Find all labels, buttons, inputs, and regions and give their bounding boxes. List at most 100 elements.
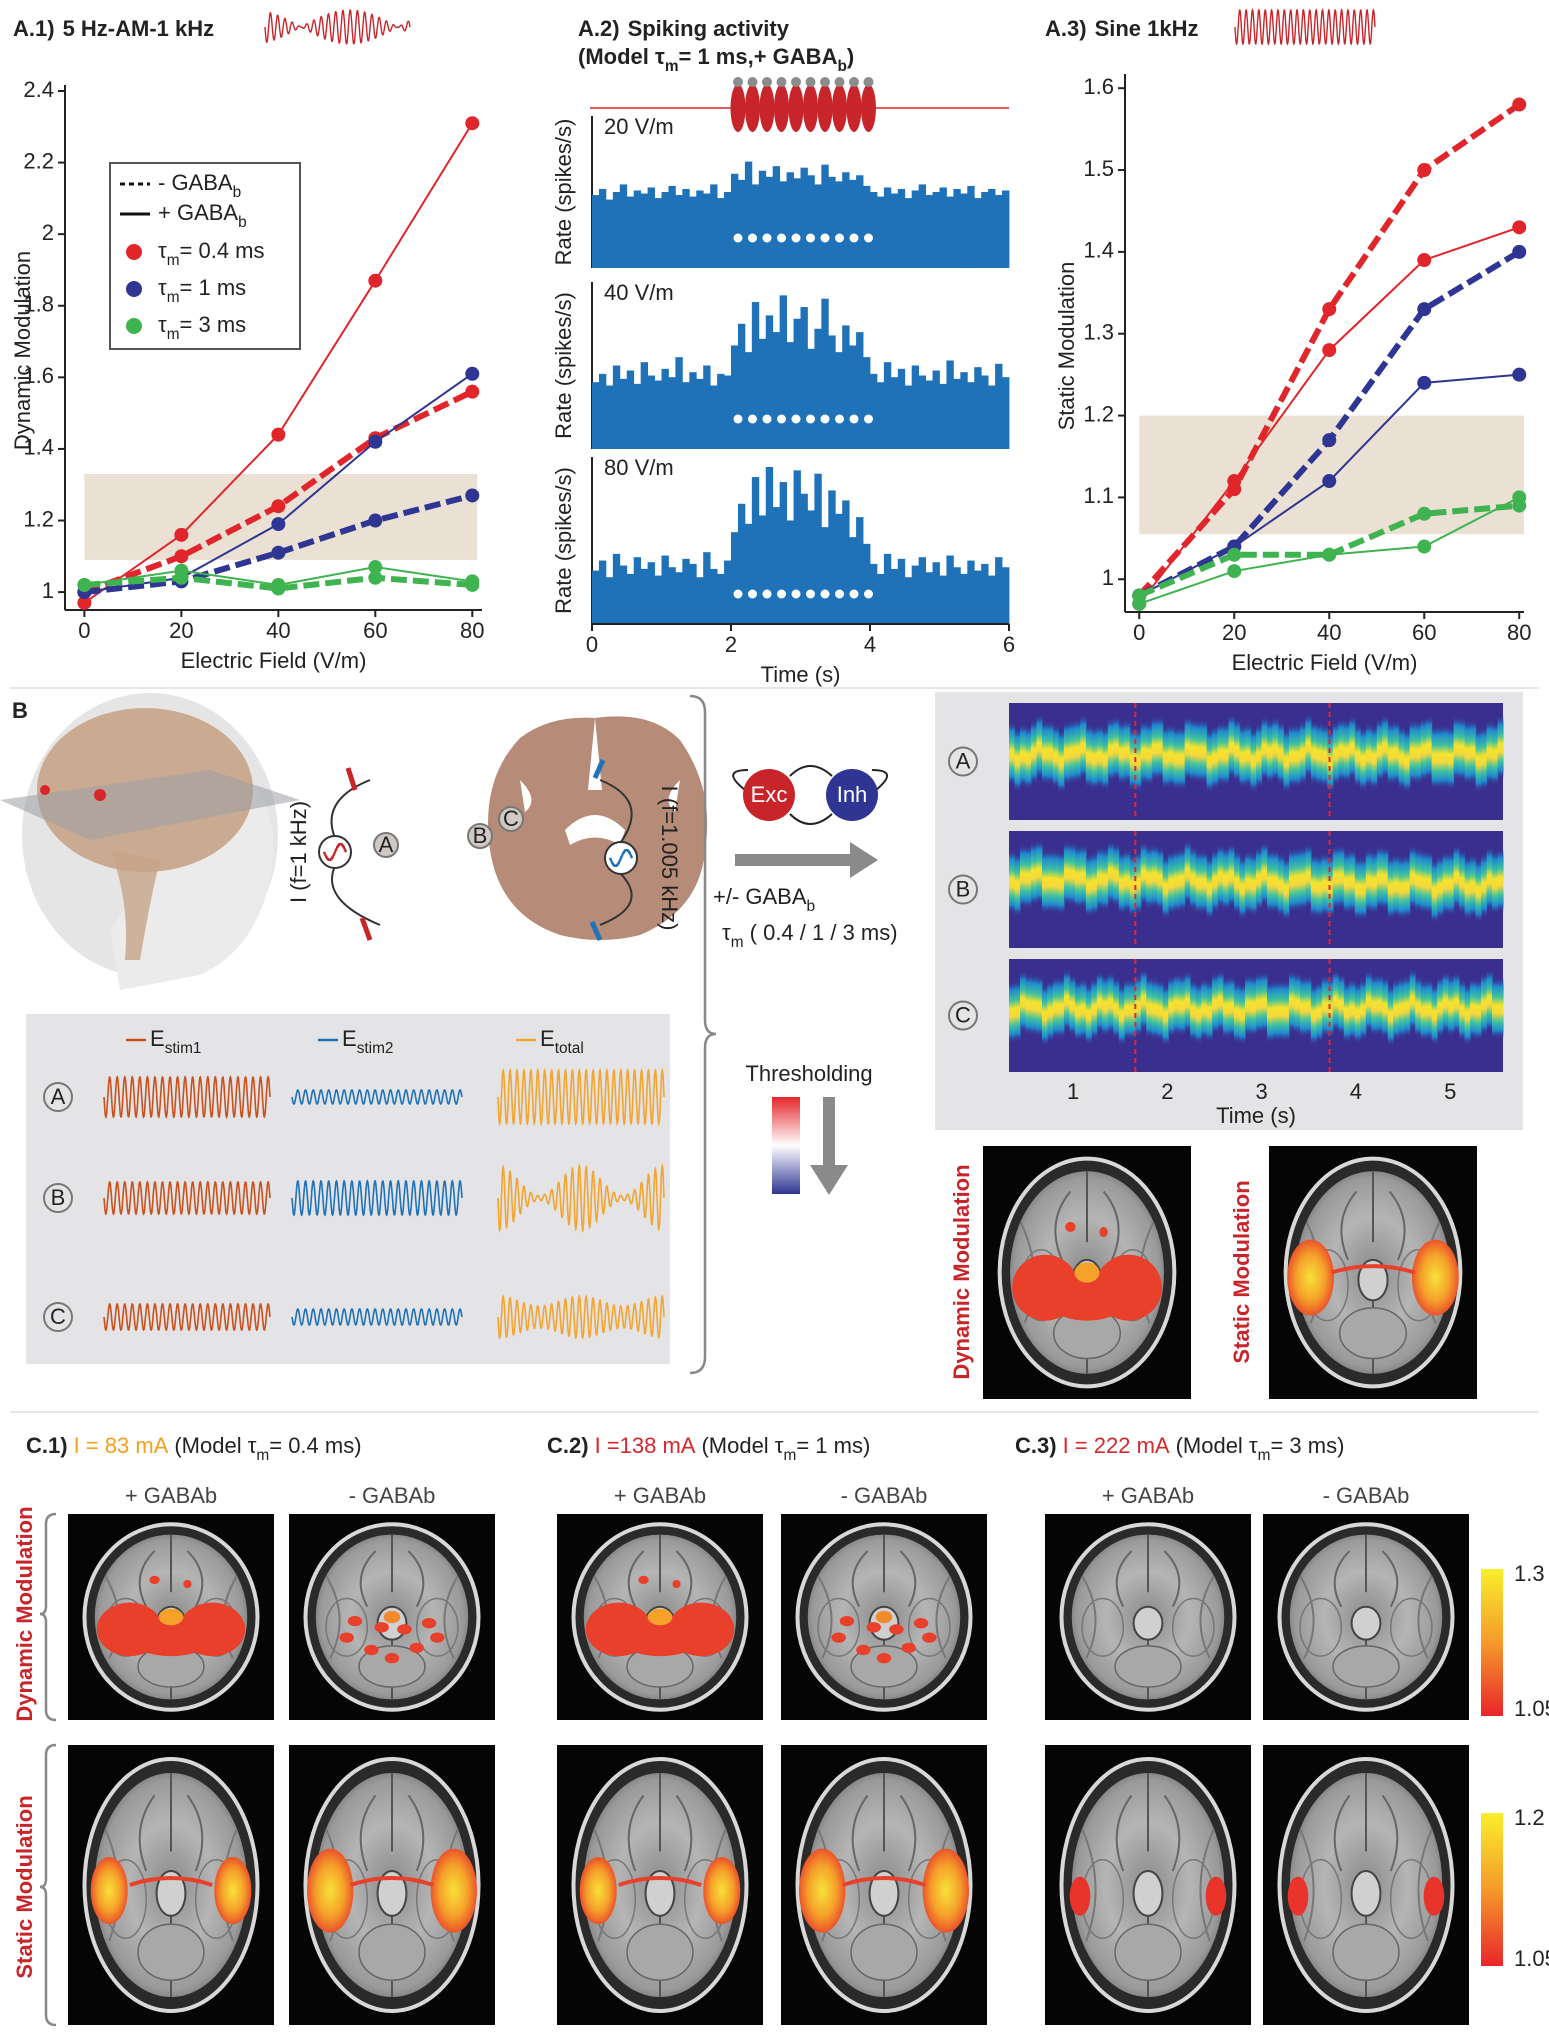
rate-bar [751,302,760,449]
spectrogram-band [1310,720,1317,785]
stimulus-pulse [832,84,847,132]
activation [1287,1876,1309,1916]
spectrogram-band [1014,727,1021,792]
spectrogram-band [1321,974,1328,1037]
spectrogram-band [1036,713,1043,779]
spectrogram-band [1497,714,1504,780]
activation [922,1848,969,1933]
column-label: C.2) [547,1433,589,1458]
rate-bar [640,568,648,624]
spectrogram-band [1245,850,1252,915]
sulcus [1388,1190,1406,1261]
brain-map [289,1745,495,2025]
sulcus [138,1794,156,1872]
x-tick-label: 2 [1161,1079,1173,1104]
legend-label: τm= 1 ms [158,275,246,306]
data-point [1512,498,1527,513]
spectrogram-band [1239,855,1246,920]
activation [339,1632,354,1643]
region-marker [94,789,106,801]
spectrogram-band [1415,975,1422,1038]
spectrogram-band [1277,979,1285,1042]
rate-bar [974,570,982,624]
rate-bar [946,360,954,449]
stimulus-pulse [817,84,833,132]
spectrogram-band [1376,973,1383,1036]
data-point [1417,253,1432,268]
spectrogram-band [1009,980,1016,1044]
pulse-dot [849,589,859,599]
brain-map [1045,1514,1251,1720]
brace [39,1512,57,1722]
spectrogram-band [1030,973,1038,1037]
rate-bar [710,184,718,268]
rate-bar [995,363,1003,449]
y-tick-label: 1.8 [23,292,54,317]
exc-node [743,769,795,821]
rate-bar [981,192,989,268]
data-point [368,434,383,449]
spectrogram-band [1140,720,1147,785]
pulse-dot [806,414,815,424]
rate-bar [939,575,947,624]
region-label: B [51,1185,66,1210]
spectrogram-band [1190,979,1197,1042]
spectrogram-band [1481,972,1488,1036]
rate-bar [619,184,628,268]
brain-map [1269,1146,1477,1399]
subscript: total [555,1040,584,1057]
spectrogram-band [1409,844,1416,910]
rate-bar [974,198,982,268]
spectrogram-band [1190,717,1197,783]
rate-bar [772,166,781,268]
sulcus [1381,1550,1399,1608]
rate-bar [988,188,996,268]
condition-label: - GABAb [1323,1483,1410,1508]
temporal-lobe [817,1597,861,1657]
text-part: = 0.4 ms) [269,1433,361,1458]
region-label: C [503,806,519,831]
activation [1099,1226,1108,1238]
legend-marker [126,244,142,260]
stimulus-marker [762,77,772,87]
brainstem [1350,1605,1382,1641]
y-tick-label: 1.3 [1083,320,1114,345]
spectrogram-band [1497,848,1504,913]
spectrogram-band [1201,718,1208,784]
activation [1287,1239,1334,1316]
rate-bar [821,527,829,624]
rate-bar [904,198,913,268]
spectrogram-band [1453,715,1460,781]
rate-bar [744,523,753,624]
spectrogram-band [1437,724,1444,790]
spectrogram-band [1376,845,1383,910]
spectrogram-band [1426,715,1433,780]
spectrogram-band [1195,982,1202,1045]
rate-bar [619,565,628,624]
rate-bar [911,190,920,268]
sulcus [675,1794,693,1872]
activation [1045,1275,1129,1321]
pulse-dot [791,233,801,243]
spectrogram-band [1475,727,1482,793]
spectrogram-band [1019,723,1027,788]
rate-bar [633,190,642,268]
pulse-dot [762,414,772,424]
electrode [589,920,603,942]
panel-subtitle: (Model τm= 1 ms,+ GABAb) [578,44,854,75]
spectrogram-band [1245,974,1252,1037]
spectrogram-band [1146,721,1153,786]
activation [409,1642,424,1654]
rate-bar [918,557,926,624]
rate-bar [870,563,878,624]
stimulus-marker [791,77,801,87]
spectrogram-band [1404,854,1411,919]
stimulus-pulse [846,84,862,132]
activation [1205,1876,1227,1916]
region-circle [498,806,524,832]
pulse-dot [791,589,801,599]
spectrogram-band [1288,970,1296,1033]
data-point [465,384,480,399]
spectrogram-band [1201,978,1208,1041]
brain-map [289,1514,495,1720]
